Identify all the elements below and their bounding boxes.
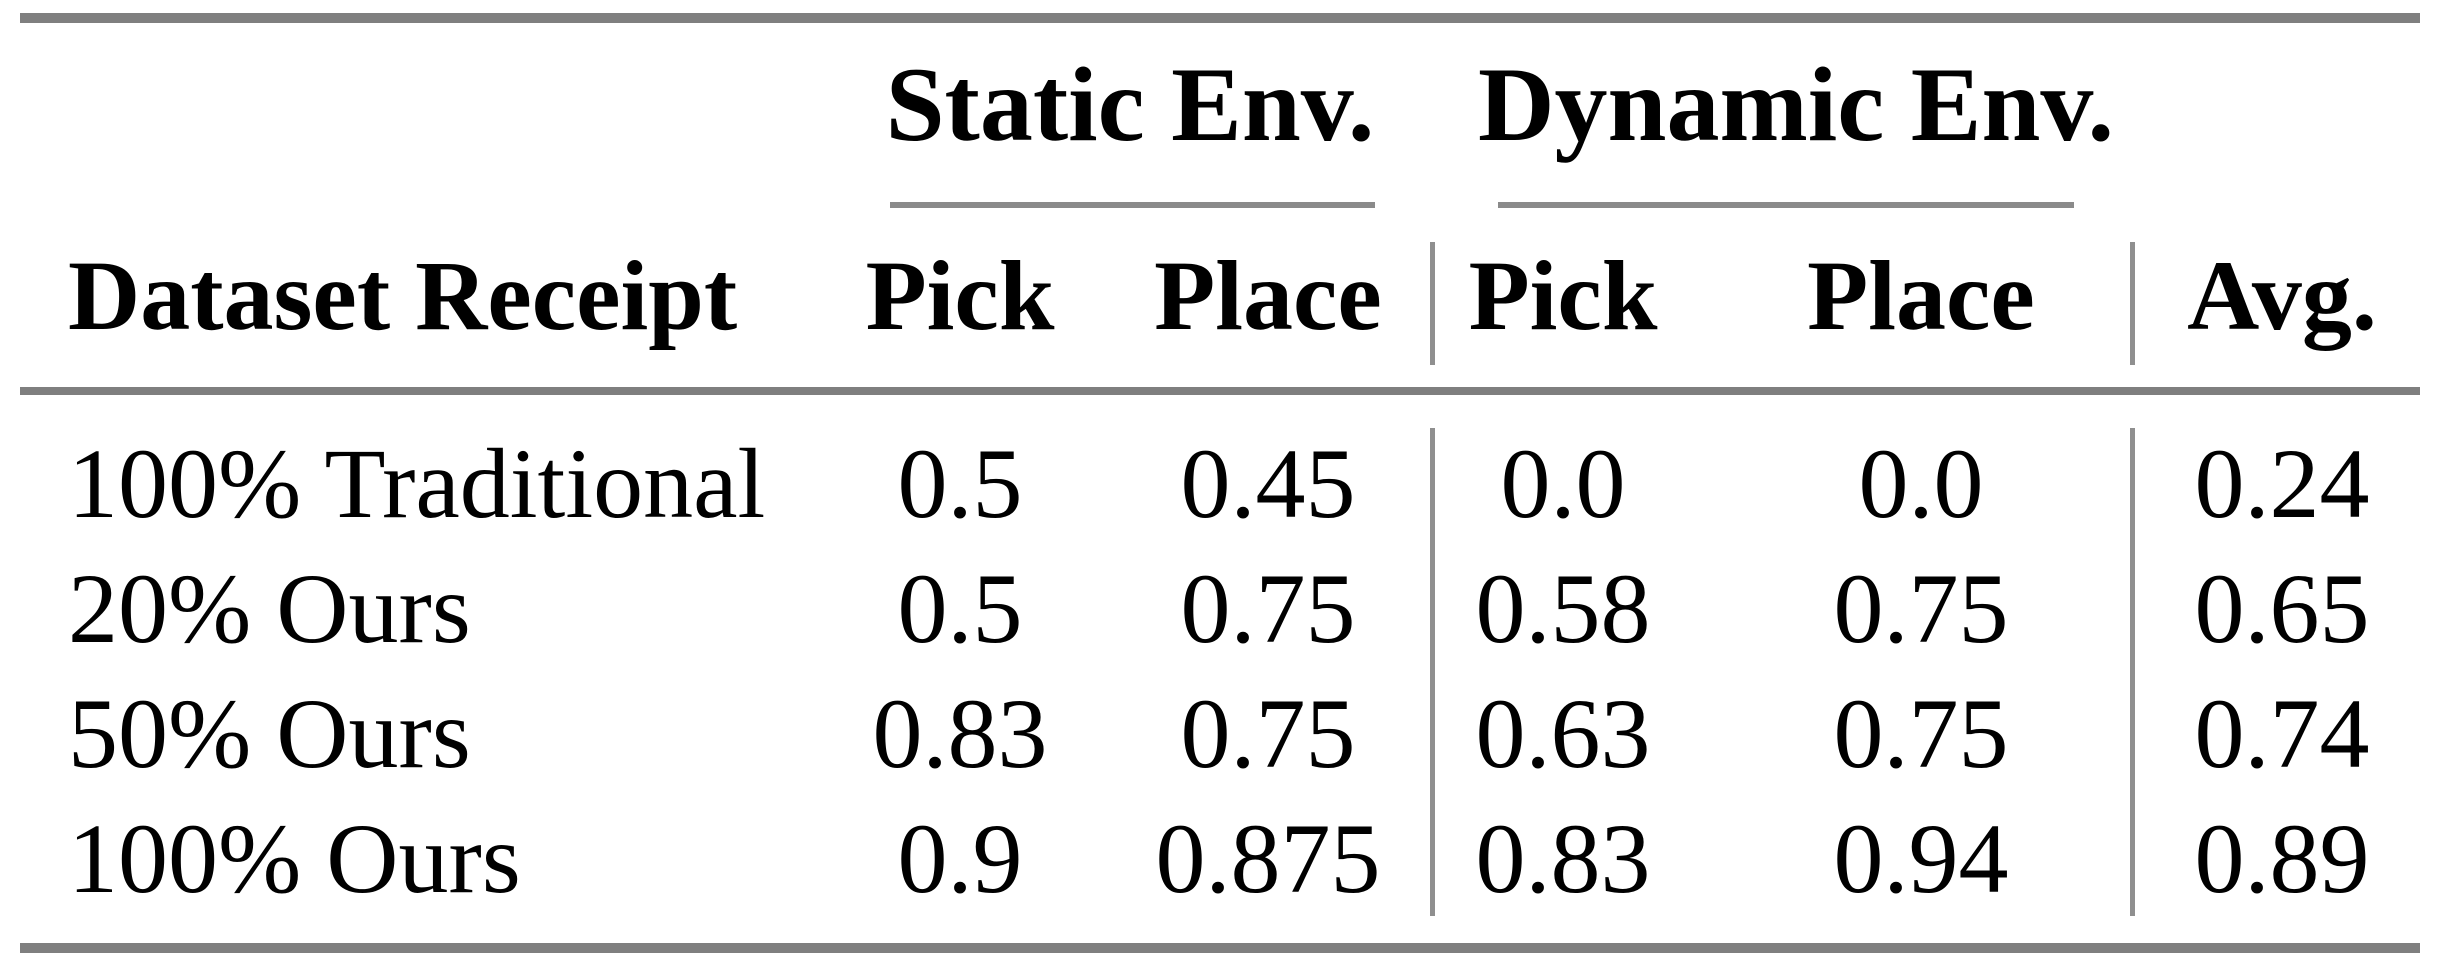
cell-static-place: 0.875 — [1155, 803, 1381, 914]
column-group-header-row: Static Env. Dynamic Env. — [0, 40, 2440, 170]
cell-static-place: 0.75 — [1180, 678, 1356, 789]
cell-dynamic-pick: 0.0 — [1500, 428, 1626, 539]
vertical-rule-2-header — [2130, 242, 2135, 365]
cell-avg: 0.24 — [2194, 428, 2370, 539]
row-label: 100% Traditional — [68, 428, 766, 539]
cell-avg: 0.89 — [2194, 803, 2370, 914]
table-row: 100% Traditional 0.5 0.45 0.0 0.0 0.24 — [0, 419, 2440, 549]
column-group-dynamic-env: Dynamic Env. — [1477, 46, 2115, 163]
column-header-static-place: Place — [1154, 240, 1382, 351]
column-header-static-pick: Pick — [865, 240, 1055, 351]
cell-static-place: 0.45 — [1180, 428, 1356, 539]
column-header-dataset-receipt: Dataset Receipt — [68, 240, 738, 351]
vertical-rule-1-header — [1430, 242, 1435, 365]
cell-dynamic-place: 0.75 — [1833, 553, 2009, 664]
vertical-rule-2-body — [2130, 428, 2135, 916]
cmidrule-static-env — [890, 202, 1375, 208]
top-rule — [20, 13, 2420, 23]
cell-static-pick: 0.83 — [872, 678, 1048, 789]
cell-dynamic-place: 0.75 — [1833, 678, 2009, 789]
cell-static-pick: 0.5 — [897, 553, 1023, 664]
cell-dynamic-place: 0.0 — [1858, 428, 1984, 539]
cell-avg: 0.65 — [2194, 553, 2370, 664]
cell-dynamic-pick: 0.58 — [1475, 553, 1651, 664]
row-label: 50% Ours — [68, 678, 471, 789]
row-label: 20% Ours — [68, 553, 471, 664]
cell-dynamic-pick: 0.83 — [1475, 803, 1651, 914]
cell-static-pick: 0.9 — [897, 803, 1023, 914]
table-row: 50% Ours 0.83 0.75 0.63 0.75 0.74 — [0, 669, 2440, 799]
column-header-row: Dataset Receipt Pick Place Pick Place Av… — [0, 231, 2440, 361]
cell-static-place: 0.75 — [1180, 553, 1356, 664]
table-row: 100% Ours 0.9 0.875 0.83 0.94 0.89 — [0, 794, 2440, 924]
column-header-dynamic-pick: Pick — [1468, 240, 1658, 351]
column-header-dynamic-place: Place — [1807, 240, 2035, 351]
cell-avg: 0.74 — [2194, 678, 2370, 789]
bottom-rule — [20, 943, 2420, 953]
column-group-static-env: Static Env. — [885, 46, 1375, 163]
cell-static-pick: 0.5 — [897, 428, 1023, 539]
cmidrule-dynamic-env — [1498, 202, 2074, 208]
table-row: 20% Ours 0.5 0.75 0.58 0.75 0.65 — [0, 544, 2440, 674]
row-label: 100% Ours — [68, 803, 521, 914]
cell-dynamic-pick: 0.63 — [1475, 678, 1651, 789]
header-midrule — [20, 387, 2420, 395]
cell-dynamic-place: 0.94 — [1833, 803, 2009, 914]
vertical-rule-1-body — [1430, 428, 1435, 916]
column-header-avg: Avg. — [2187, 240, 2377, 351]
